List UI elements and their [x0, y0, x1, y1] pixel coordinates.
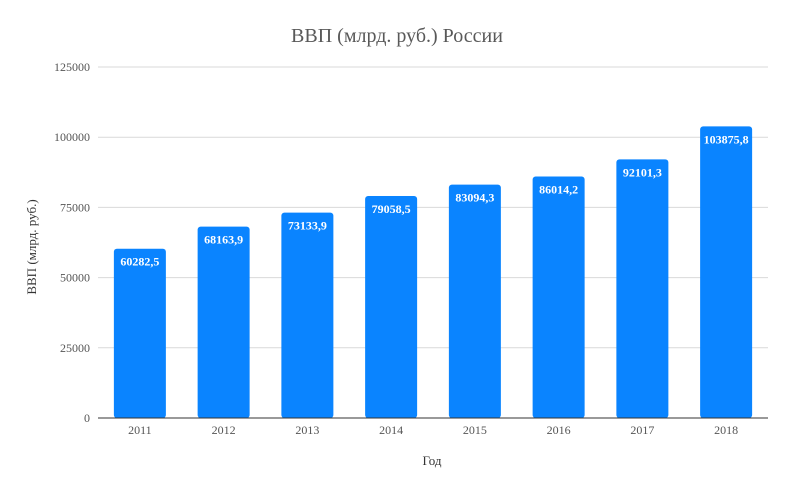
x-tick-label: 2018 — [714, 423, 738, 437]
data-label-2018: 103875,8 — [704, 132, 749, 146]
bar-2017 — [616, 159, 669, 418]
data-label-2017: 92101,3 — [623, 165, 662, 179]
data-label-2012: 68163,9 — [204, 233, 243, 247]
bars — [113, 126, 753, 418]
data-label-2013: 73133,9 — [288, 219, 327, 233]
y-tick-label: 125000 — [54, 60, 90, 74]
data-label-2016: 86014,2 — [539, 182, 578, 196]
bar-2013 — [281, 212, 334, 418]
y-tick-label: 100000 — [54, 130, 90, 144]
y-tick-label: 0 — [84, 411, 90, 425]
bar-2016 — [532, 176, 585, 418]
x-tick-label: 2013 — [295, 423, 319, 437]
y-tick-label: 50000 — [60, 271, 90, 285]
x-tick-label: 2016 — [547, 423, 571, 437]
x-axis-ticks: 2011 2012 2013 2014 2015 2016 2017 2018 — [128, 423, 738, 437]
data-label-2014: 79058,5 — [372, 202, 411, 216]
x-tick-label: 2015 — [463, 423, 487, 437]
bar-2015 — [448, 184, 501, 418]
y-axis-title: ВВП (млрд. руб.) — [24, 199, 39, 294]
bar-2018 — [700, 126, 753, 418]
y-axis-ticks: 0 25000 50000 75000 100000 125000 — [54, 60, 90, 425]
data-labels: 60282,5 68163,9 73133,9 79058,5 83094,3 86014… — [120, 132, 748, 268]
x-axis-title: Год — [422, 453, 441, 468]
x-tick-label: 2012 — [212, 423, 236, 437]
x-tick-label: 2011 — [128, 423, 152, 437]
y-tick-label: 25000 — [60, 341, 90, 355]
bar-2012 — [197, 226, 250, 418]
x-tick-label: 2017 — [630, 423, 654, 437]
x-tick-label: 2014 — [379, 423, 403, 437]
bar-2014 — [365, 196, 418, 418]
data-label-2011: 60282,5 — [120, 255, 159, 269]
data-label-2015: 83094,3 — [455, 191, 494, 205]
chart-title: ВВП (млрд. руб.) России — [291, 25, 503, 47]
bar-2011 — [113, 248, 166, 418]
y-tick-label: 75000 — [60, 200, 90, 214]
